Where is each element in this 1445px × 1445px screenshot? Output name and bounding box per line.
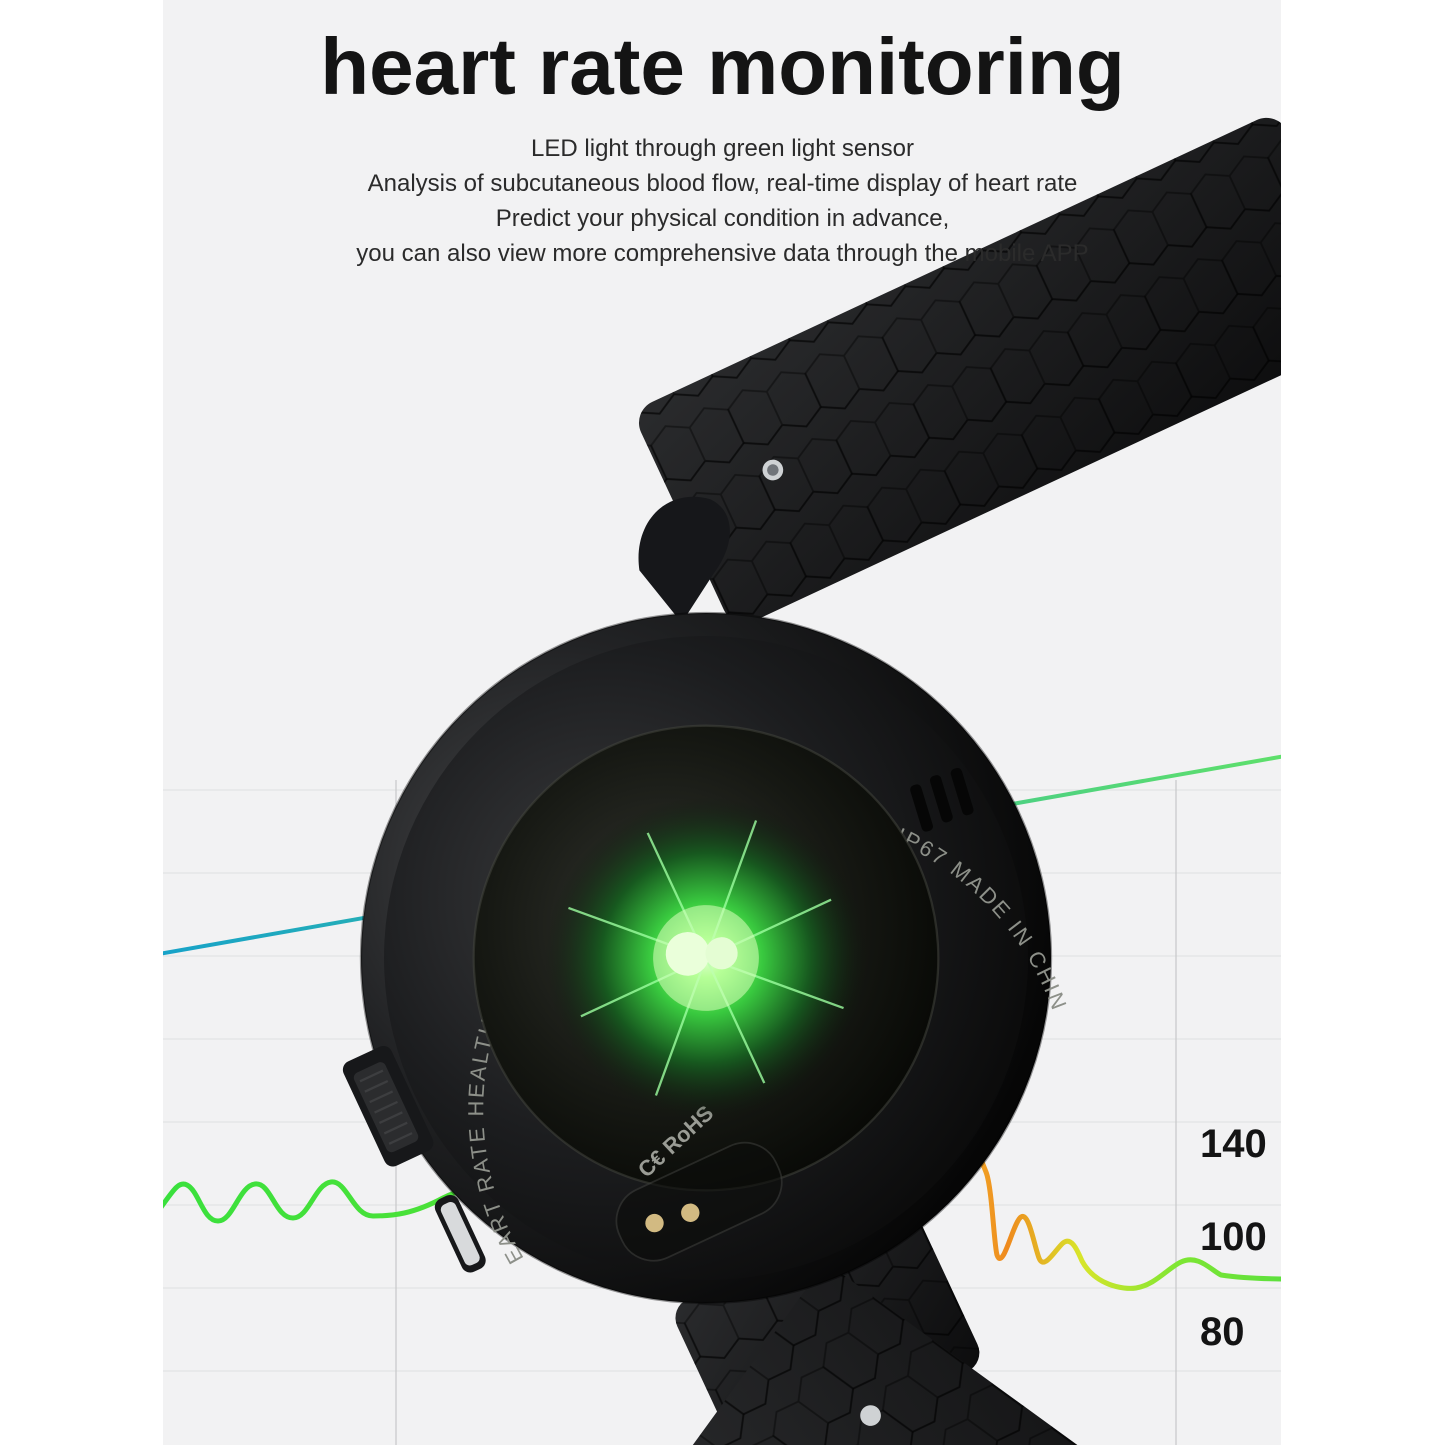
svg-text:100: 100 <box>1200 1215 1267 1259</box>
svg-text:80: 80 <box>1200 1310 1245 1354</box>
svg-text:140: 140 <box>1200 1122 1267 1166</box>
